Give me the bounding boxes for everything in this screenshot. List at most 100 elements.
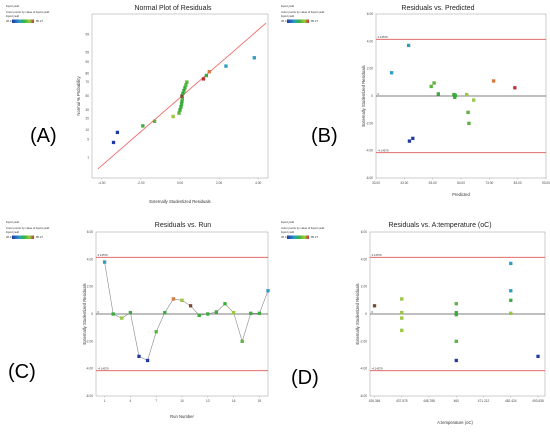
y-tick-label: 1 — [87, 156, 89, 160]
data-point — [509, 298, 513, 303]
legend-b: liquid yield Color points by value of li… — [281, 4, 325, 23]
data-point — [411, 136, 415, 141]
legend-min: 36.3 — [6, 19, 12, 23]
data-point — [249, 311, 253, 316]
panel-label: (C) — [8, 361, 36, 383]
y-tick-label: 6.00 — [367, 12, 373, 16]
x-tick-label: 16 — [232, 399, 236, 403]
legend-title-repeat: liquid yield — [6, 230, 20, 234]
data-point — [372, 304, 377, 308]
zero-label: 0 — [372, 310, 374, 314]
legend-title: liquid yield — [6, 220, 20, 224]
y-tick-label: 4.00 — [367, 39, 373, 43]
data-point — [128, 310, 133, 315]
data-point — [154, 330, 158, 334]
data-point — [389, 71, 394, 75]
x-tick-label: 7 — [155, 399, 157, 403]
y-tick-label: 80 — [85, 72, 89, 76]
y-tick-label: 99 — [85, 32, 89, 36]
x-tick-label: 1 — [104, 399, 106, 403]
data-point — [454, 358, 458, 363]
tick-labels: 1 5 10 20 30 50 70 80 90 95 99 -4.00 -2.00 0.00 2.00 4.… — [85, 32, 261, 185]
x-tick-label: 83.00 — [514, 181, 522, 185]
data-point — [137, 354, 141, 359]
y-tick-label: -6.00 — [360, 394, 367, 398]
data-point — [163, 310, 167, 315]
chart-title: Normal Plot of Residuals — [134, 5, 212, 12]
data-point — [432, 81, 436, 85]
data-point — [206, 312, 210, 316]
data-point — [197, 313, 201, 318]
tick-labels: -6.00 -4.00 -2.00 0 2.00 4.00 6.00 1 4 7 10 13 16 19 — [86, 230, 262, 403]
data-point — [266, 289, 270, 293]
legend-title-repeat: liquid yield — [6, 14, 20, 18]
x-tick-label: 437.575 — [396, 399, 408, 403]
data-point — [214, 310, 219, 314]
y-tick-label: -2.00 — [86, 339, 93, 343]
legend-caption: Color points by value of liquid yield: — [6, 10, 50, 14]
y-tick-label: 90 — [85, 60, 89, 64]
panel-label: (A) — [30, 125, 57, 147]
y-tick-label: 70 — [85, 80, 89, 84]
y-tick-label: 6.00 — [87, 230, 93, 234]
data-point — [257, 311, 262, 316]
plot-frame — [91, 13, 269, 179]
data-point — [171, 297, 176, 301]
data-marks: 4.14579 -4.14579 0 — [96, 253, 270, 372]
x-tick-label: 426.364 — [369, 399, 381, 403]
y-tick-label: 2.00 — [361, 285, 367, 289]
y-tick-label: 10 — [85, 128, 89, 132]
data-point — [536, 354, 540, 359]
x-tick-label: 4 — [130, 399, 132, 403]
x-tick-label: 53.00 — [429, 181, 437, 185]
data-point — [400, 316, 404, 320]
y-axis-label: Externally Studentized Residuals — [82, 283, 87, 344]
x-axis-label: A:temperature (oC) — [437, 420, 473, 425]
data-point — [509, 289, 513, 293]
x-tick-label: 493.635 — [532, 399, 544, 403]
panel-label: (D) — [291, 367, 319, 389]
x-tick-label: 471.212 — [478, 399, 490, 403]
data-point — [454, 339, 458, 344]
data-point — [178, 108, 182, 112]
y-tick-label: 2.00 — [87, 285, 93, 289]
x-tick-label: 0.00 — [177, 181, 183, 185]
run-series-line — [104, 262, 269, 361]
panel-c: liquid yield Color points by value of li… — [0, 216, 275, 432]
data-point — [464, 92, 469, 97]
legend-c: liquid yield Color points by value of li… — [6, 220, 50, 239]
x-tick-label: 2.00 — [216, 181, 222, 185]
data-point — [185, 80, 189, 84]
data-point — [224, 64, 228, 68]
lower-limit-label: -4.14579 — [98, 366, 109, 370]
legend-caption: Color points by value of liquid yield: — [281, 226, 325, 230]
x-tick-label: 460 — [454, 399, 460, 403]
y-tick-label: 5 — [87, 138, 89, 142]
lower-limit-label: -4.14579 — [378, 148, 389, 152]
y-tick-label: 4.00 — [361, 257, 367, 261]
y-tick-label: -2.00 — [366, 121, 373, 125]
x-tick-label: 63.00 — [457, 181, 465, 185]
y-axis-label: Normal % Probability — [76, 76, 81, 116]
y-tick-label: 0 — [365, 312, 367, 316]
legend-min: 36.3 — [281, 235, 287, 239]
panel-a: liquid yield Color points by value of li… — [0, 0, 275, 216]
x-tick-label: 10 — [180, 399, 184, 403]
data-point — [141, 124, 145, 128]
y-tick-label: 30 — [85, 108, 89, 112]
legend-gradient — [287, 19, 309, 23]
data-point — [407, 139, 412, 143]
legend-title-repeat: liquid yield — [281, 230, 295, 234]
x-tick-label: 33.00 — [372, 181, 380, 185]
x-tick-label: 93.00 — [542, 181, 550, 185]
zero-label: 0 — [378, 92, 380, 96]
chart-title: Residuals vs. Run — [155, 222, 212, 229]
y-tick-label: -4.00 — [366, 149, 373, 153]
legend-title-repeat: liquid yield — [281, 14, 295, 18]
data-point — [111, 140, 116, 145]
y-axis-label: Externally Studentized Residuals — [361, 65, 366, 126]
x-tick-label: -2.00 — [137, 181, 144, 185]
legend-title: liquid yield — [6, 4, 20, 8]
lower-limit-label: -4.14579 — [372, 366, 383, 370]
data-marks: 4.14579 -4.14579 0 — [370, 253, 545, 372]
